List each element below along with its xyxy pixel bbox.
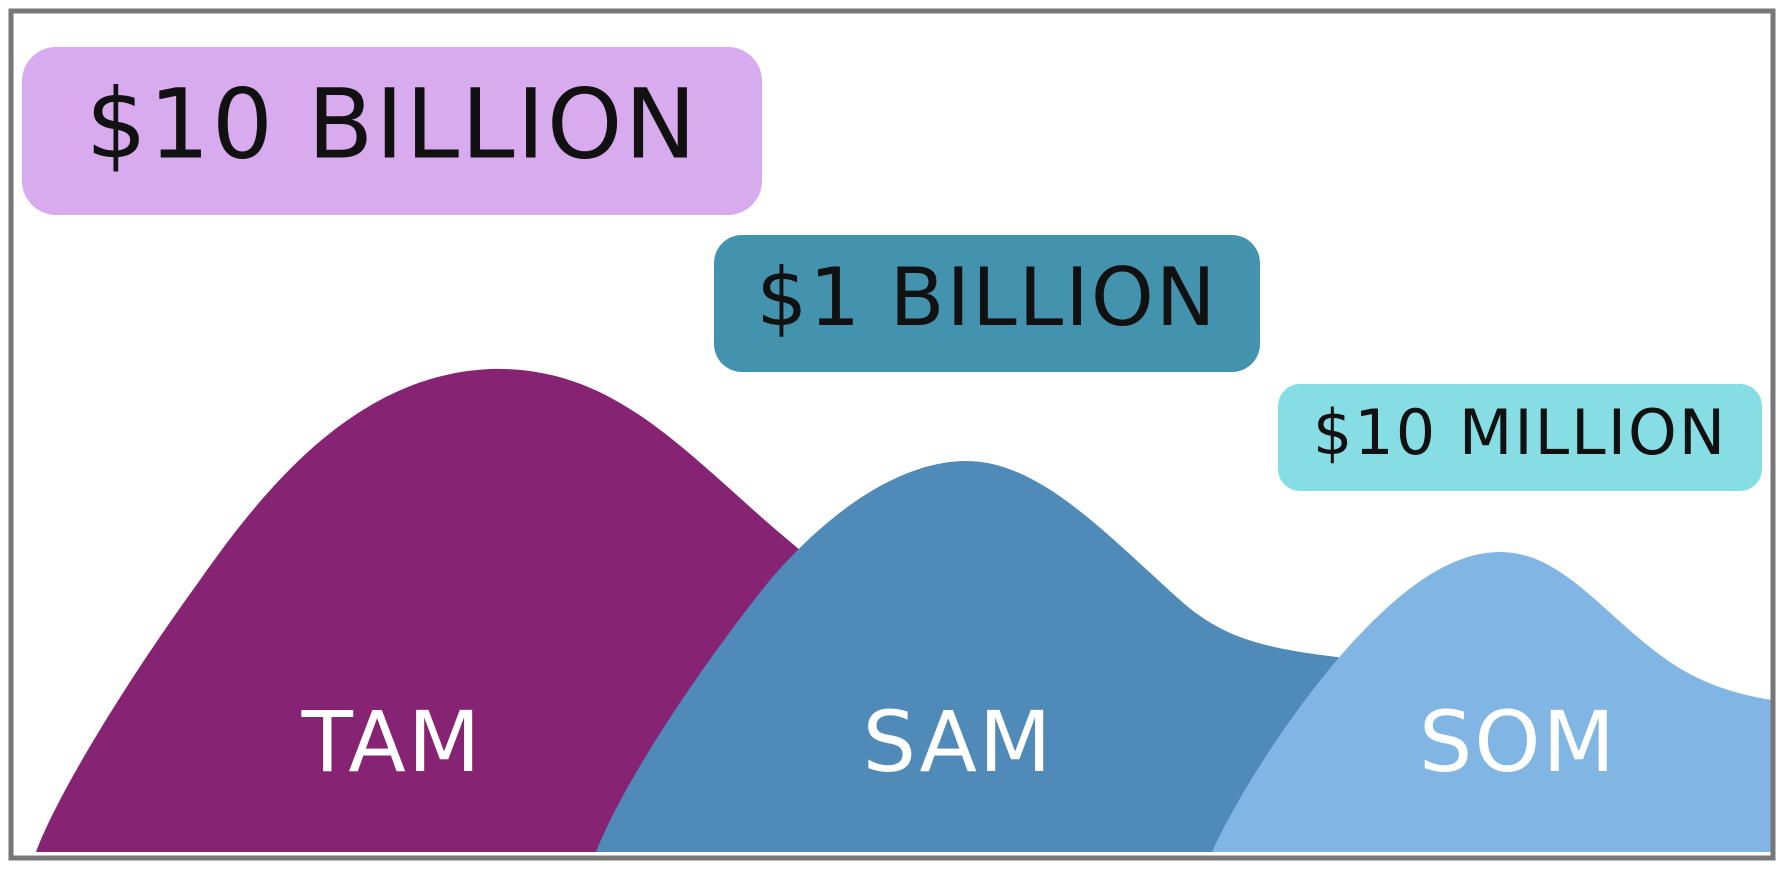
tam-value-box (22, 47, 762, 215)
sam-hill (596, 460, 1360, 852)
som-hill (1212, 552, 1772, 852)
diagram-border (8, 8, 1776, 861)
som-label: SOM (1419, 693, 1617, 791)
sam-value: $1 BILLION (756, 251, 1217, 344)
tam-label: TAM (301, 693, 483, 791)
tam-value: $10 BILLION (86, 68, 699, 180)
sam-value-box (714, 235, 1260, 372)
sam-label: SAM (863, 693, 1054, 791)
tam-hill (36, 368, 800, 852)
som-value-box (1278, 384, 1762, 491)
som-value: $10 MILLION (1313, 396, 1727, 469)
